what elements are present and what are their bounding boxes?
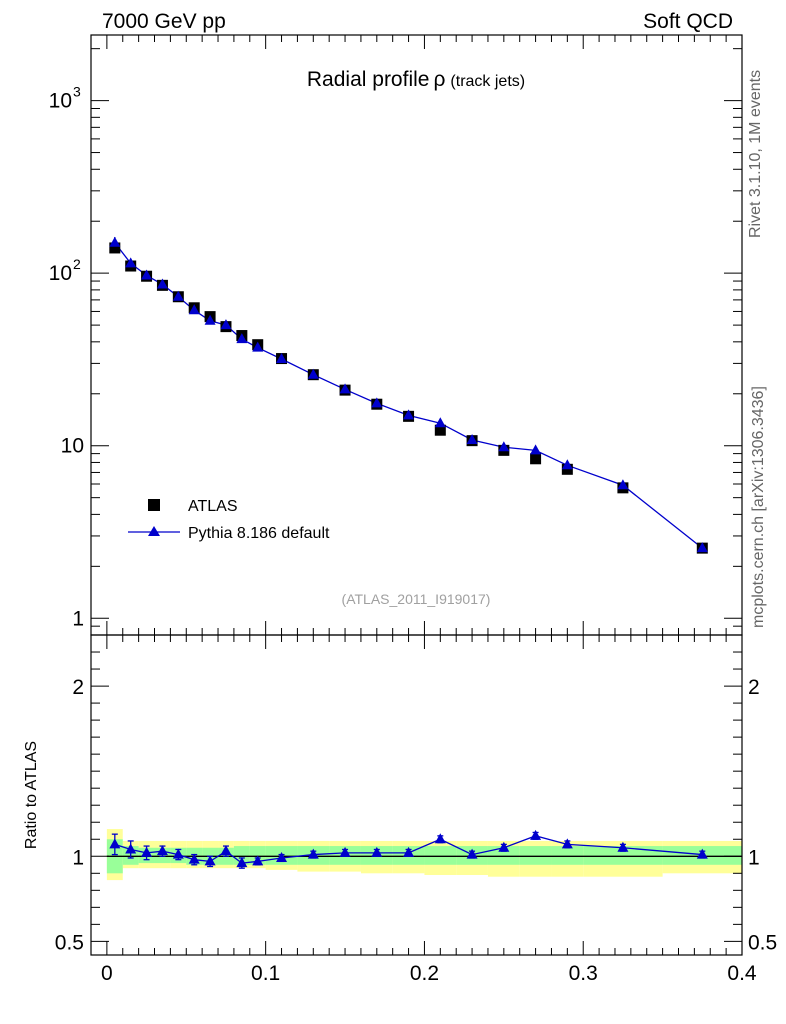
ratio-y-tick-label-left: 1	[72, 846, 84, 869]
ratio-data-point	[339, 846, 351, 857]
pythia-data-point	[339, 383, 351, 394]
main-y-tick-label: 10	[49, 262, 72, 285]
main-y-tick-label: 10	[61, 435, 84, 458]
main-y-tick-label: 1	[72, 607, 84, 630]
ratio-stat-uncertainty-band	[519, 846, 552, 865]
ratio-stat-uncertainty-band	[551, 846, 584, 865]
header-right-label: Soft QCD	[643, 10, 733, 33]
legend-atlas-label: ATLAS	[188, 498, 238, 515]
pythia-data-point	[109, 236, 121, 247]
ratio-series-line	[114, 835, 703, 864]
ratio-stat-uncertainty-band	[487, 846, 520, 865]
main-plot-title-suffix: (track jets)	[450, 73, 525, 90]
ratio-x-tick-label: 0.1	[251, 962, 280, 985]
pythia-data-point	[434, 417, 446, 428]
ratio-data-point	[125, 843, 137, 854]
pythia-data-point	[276, 353, 288, 364]
ratio-data-point	[236, 857, 248, 868]
pythia-series-line	[114, 242, 703, 549]
ratio-y-tick-label-right: 1	[748, 846, 760, 869]
ratio-data-point	[220, 845, 232, 856]
ratio-plot-panel: 0.5 0.5 1 1 2 2 0 0.1 0.2 0.3 0.4 Ratio to ATLAS	[23, 634, 777, 985]
pythia-data-point	[236, 333, 248, 344]
ratio-y-tick-label-left: 0.5	[55, 931, 84, 954]
ratio-x-tick-label: 0.3	[569, 962, 598, 985]
ratio-y-tick-label-right: 2	[748, 676, 760, 699]
ratio-data-point	[617, 841, 629, 852]
pythia-data-point	[561, 459, 573, 470]
pythia-data-point	[125, 257, 137, 268]
ratio-data-point	[530, 829, 542, 840]
ratio-data-point	[188, 853, 200, 864]
pythia-data-point	[220, 319, 232, 330]
pythia-data-point	[696, 542, 708, 553]
main-plot-title-text: Radial profile	[307, 68, 430, 91]
ratio-data-point	[498, 841, 510, 852]
main-plot-title: Radial profile ρ (track jets)	[307, 68, 525, 91]
header-left-label: 7000 GeV pp	[102, 10, 226, 33]
atlas-data-point	[109, 242, 121, 254]
ratio-data-point	[696, 848, 708, 859]
pythia-data-point	[403, 409, 415, 420]
pythia-data-point	[188, 304, 200, 315]
main-y-tick-label: 10	[49, 90, 72, 113]
ratio-stat-uncertainty-band	[424, 846, 457, 865]
legend-atlas-marker	[148, 499, 160, 511]
main-plot-frame	[90, 34, 743, 636]
ratio-data-point	[141, 846, 153, 857]
ratio-x-tick-label: 0.4	[727, 962, 757, 985]
atlas-data-point	[434, 424, 446, 436]
ratio-data-point	[466, 848, 478, 859]
pythia-data-point	[204, 314, 216, 325]
pythia-data-point	[498, 441, 510, 452]
ratio-data-point	[307, 848, 319, 859]
ratio-data-point	[204, 855, 216, 866]
ratio-data-point	[434, 833, 446, 844]
pythia-data-point	[172, 290, 184, 301]
pythia-data-point	[617, 479, 629, 490]
main-plot-title-symbol: ρ	[433, 68, 445, 91]
mcplots-source-label: mcplots.cern.ch [arXiv:1306.3436]	[750, 386, 767, 628]
ratio-data-point	[156, 845, 168, 856]
rivet-version-label: Rivet 3.1.10, 1M events	[747, 70, 764, 238]
pythia-data-point	[371, 397, 383, 408]
pythia-data-point	[530, 444, 542, 455]
pythia-data-point	[307, 368, 319, 379]
ratio-data-point	[252, 855, 264, 866]
ratio-data-point	[561, 838, 573, 849]
analysis-watermark: (ATLAS_2011_I919017)	[342, 591, 491, 607]
atlas-data-point	[530, 453, 542, 465]
legend-pythia-label: Pythia 8.186 default	[188, 525, 330, 542]
ratio-y-axis-label: Ratio to ATLAS	[23, 741, 40, 849]
ratio-y-tick-label-left: 2	[72, 676, 84, 699]
ratio-x-tick-label: 0.2	[410, 962, 439, 985]
main-y-tick-exponent: 2	[73, 256, 81, 272]
ratio-data-point	[276, 851, 288, 862]
ratio-data-point	[371, 846, 383, 857]
ratio-y-tick-label-right: 0.5	[748, 931, 777, 954]
ratio-x-tick-label: 0	[101, 962, 113, 985]
pythia-data-point	[156, 278, 168, 289]
main-y-tick-exponent: 3	[73, 84, 81, 100]
pythia-data-point	[141, 269, 153, 280]
ratio-data-point	[403, 846, 415, 857]
ratio-data-point	[172, 848, 184, 859]
ratio-plot-frame	[90, 634, 743, 956]
ratio-stat-uncertainty-band	[583, 846, 663, 865]
ratio-data-point	[109, 838, 121, 849]
legend-pythia-marker	[148, 526, 160, 536]
pythia-data-point	[466, 433, 478, 444]
legend: ATLAS Pythia 8.186 default	[128, 498, 330, 542]
pythia-data-point	[252, 341, 264, 352]
